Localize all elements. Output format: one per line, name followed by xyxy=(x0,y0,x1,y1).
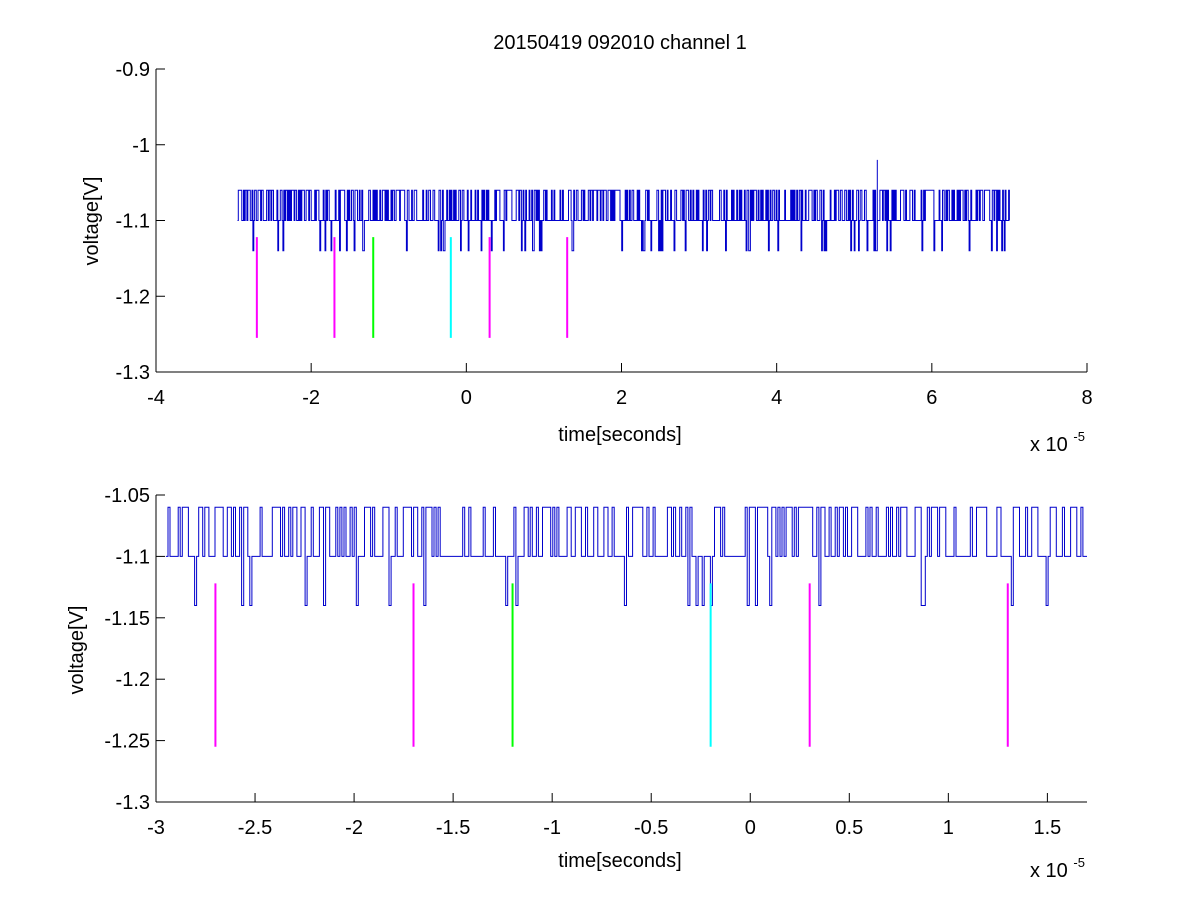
bottom-x-tick-label: 1 xyxy=(943,817,954,839)
top-y-ticks: -1.3 -1.2 -1.1 -1 -0.9 xyxy=(116,59,165,384)
bottom-y-tick-label: -1.3 xyxy=(116,792,150,814)
top-x-tick-label: 0 xyxy=(461,387,472,409)
top-x-ticks: -4 -2 0 2 4 6 8 xyxy=(147,363,1093,409)
top-x-multiplier-exponent: -5 xyxy=(1073,429,1085,444)
bottom-x-tick-label: -3 xyxy=(147,817,165,839)
bottom-y-axis-label: voltage[V] xyxy=(66,606,88,695)
bottom-axes-box xyxy=(156,495,1087,802)
top-y-tick-label: -1.1 xyxy=(116,211,150,233)
bottom-event-markers xyxy=(214,583,1009,747)
top-x-multiplier: x 10 -5 xyxy=(1030,429,1085,456)
top-y-tick-label: -0.9 xyxy=(116,59,150,81)
figure-title: 20150419 092010 channel 1 xyxy=(493,32,747,54)
top-x-tick-label: 4 xyxy=(771,387,782,409)
top-x-tick-label: 2 xyxy=(616,387,627,409)
bottom-x-tick-label: 1.5 xyxy=(1033,817,1061,839)
top-y-tick-label: -1.3 xyxy=(116,362,150,384)
top-y-tick-label: -1 xyxy=(132,135,150,157)
bottom-x-multiplier-exponent: -5 xyxy=(1073,855,1085,870)
bottom-y-tick-label: -1.1 xyxy=(116,546,150,568)
top-x-axis-label: time[seconds] xyxy=(558,424,681,446)
bottom-y-tick-label: -1.05 xyxy=(104,485,150,507)
bottom-y-tick-label: -1.15 xyxy=(104,608,150,630)
bottom-x-axis-label: time[seconds] xyxy=(558,850,681,872)
bottom-x-tick-label: -2.5 xyxy=(238,817,272,839)
bottom-x-multiplier-base: x 10 xyxy=(1030,860,1068,882)
top-x-tick-label: 6 xyxy=(926,387,937,409)
top-y-tick-label: -1.2 xyxy=(116,286,150,308)
top-x-tick-label: 8 xyxy=(1081,387,1092,409)
top-x-multiplier-base: x 10 xyxy=(1030,434,1068,456)
bottom-x-multiplier: x 10 -5 xyxy=(1030,855,1085,882)
bottom-signal-trace xyxy=(165,506,1087,606)
top-x-tick-label: -2 xyxy=(302,387,320,409)
bottom-x-tick-label: -2 xyxy=(345,817,363,839)
bottom-plot: -3 -2.5 -2 -1.5 -1 -0.5 0 0.5 1 1.5 -1.3 -1.25 -1.2… xyxy=(66,485,1087,882)
bottom-y-ticks: -1.3 -1.25 -1.2 -1.15 -1.1 -1.05 xyxy=(104,485,165,814)
top-plot: -4 -2 0 2 4 6 8 -1.3 -1.2 -1.1 -1 -0.9 time[second… xyxy=(81,59,1093,456)
bottom-x-tick-label: -0.5 xyxy=(634,817,668,839)
top-event-markers xyxy=(255,237,569,338)
bottom-x-tick-label: -1.5 xyxy=(436,817,470,839)
bottom-y-tick-label: -1.25 xyxy=(104,731,150,753)
bottom-x-tick-label: -1 xyxy=(543,817,561,839)
top-signal-trace xyxy=(237,159,1010,252)
bottom-x-tick-label: 0.5 xyxy=(835,817,863,839)
bottom-x-tick-label: 0 xyxy=(745,817,756,839)
bottom-x-ticks: -3 -2.5 -2 -1.5 -1 -0.5 0 0.5 1 1.5 xyxy=(147,793,1061,839)
top-x-tick-label: -4 xyxy=(147,387,165,409)
bottom-y-tick-label: -1.2 xyxy=(116,669,150,691)
top-y-axis-label: voltage[V] xyxy=(81,177,103,266)
